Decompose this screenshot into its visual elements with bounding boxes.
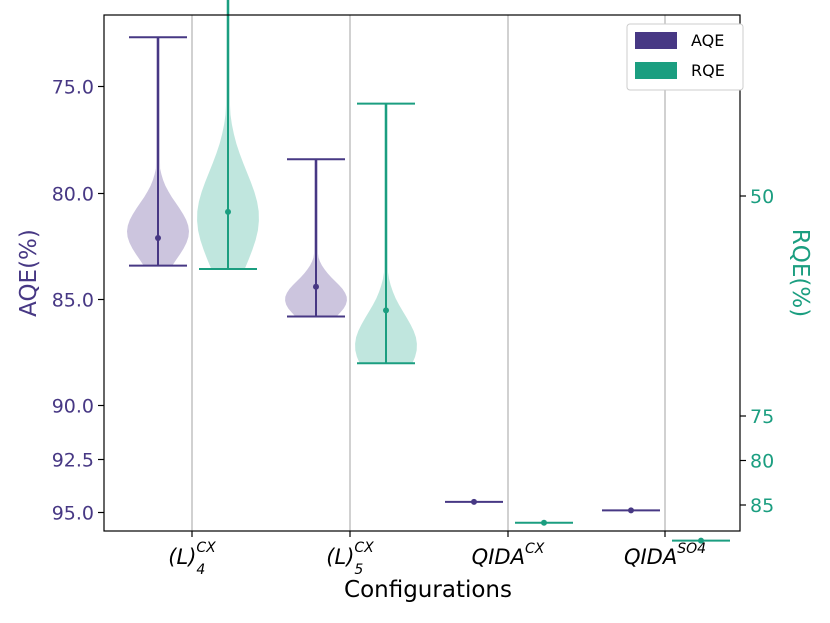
right-tick-label: 75 xyxy=(750,406,774,428)
x-tick-label: (L)5CX xyxy=(326,540,374,578)
violins xyxy=(127,0,730,544)
left-tick-label: 80.0 xyxy=(52,184,94,206)
x-axis-ticks: (L)4CX (L)5CX QIDACX QIDASO4 xyxy=(168,531,706,578)
legend: AQE RQE xyxy=(626,23,744,91)
x-tick-label: QIDASO4 xyxy=(624,541,706,569)
left-tick-label: 92.5 xyxy=(52,450,94,472)
legend-label-aqe: AQE xyxy=(691,31,724,50)
x-tick-label: QIDACX xyxy=(472,541,545,569)
right-axis-ticks: 50 75 80 85 xyxy=(740,186,774,517)
left-tick-label: 85.0 xyxy=(52,290,94,312)
legend-swatch-aqe xyxy=(635,32,677,49)
x-tick-label: (L)4CX xyxy=(168,540,216,578)
violin-mean-point-aqe xyxy=(471,498,477,505)
legend-swatch-rqe xyxy=(635,62,677,79)
violin-mean-point-rqe xyxy=(225,208,231,215)
right-tick-label: 85 xyxy=(750,495,774,517)
left-tick-label: 75.0 xyxy=(52,77,94,99)
x-axis-title: Configurations xyxy=(344,577,512,603)
violin-mean-point-rqe xyxy=(541,519,547,526)
violin-mean-point-aqe xyxy=(313,283,319,290)
violin-mean-point-aqe xyxy=(155,235,161,242)
grid-lines xyxy=(191,15,666,531)
plot-frame xyxy=(103,14,741,532)
left-axis-title: AQE(%) xyxy=(16,229,42,317)
violin-mean-point-rqe xyxy=(698,537,704,544)
violin-mean-point-rqe xyxy=(383,307,389,314)
left-tick-label: 90.0 xyxy=(52,396,94,418)
right-tick-label: 50 xyxy=(750,186,774,208)
right-axis-title: RQE(%) xyxy=(787,229,813,317)
left-tick-label: 95.0 xyxy=(52,503,94,525)
legend-label-rqe: RQE xyxy=(691,61,725,80)
right-tick-label: 80 xyxy=(750,451,774,473)
violin-mean-point-aqe xyxy=(628,507,634,514)
left-axis-ticks: 75.0 80.0 85.0 90.0 92.5 95.0 xyxy=(52,77,104,525)
